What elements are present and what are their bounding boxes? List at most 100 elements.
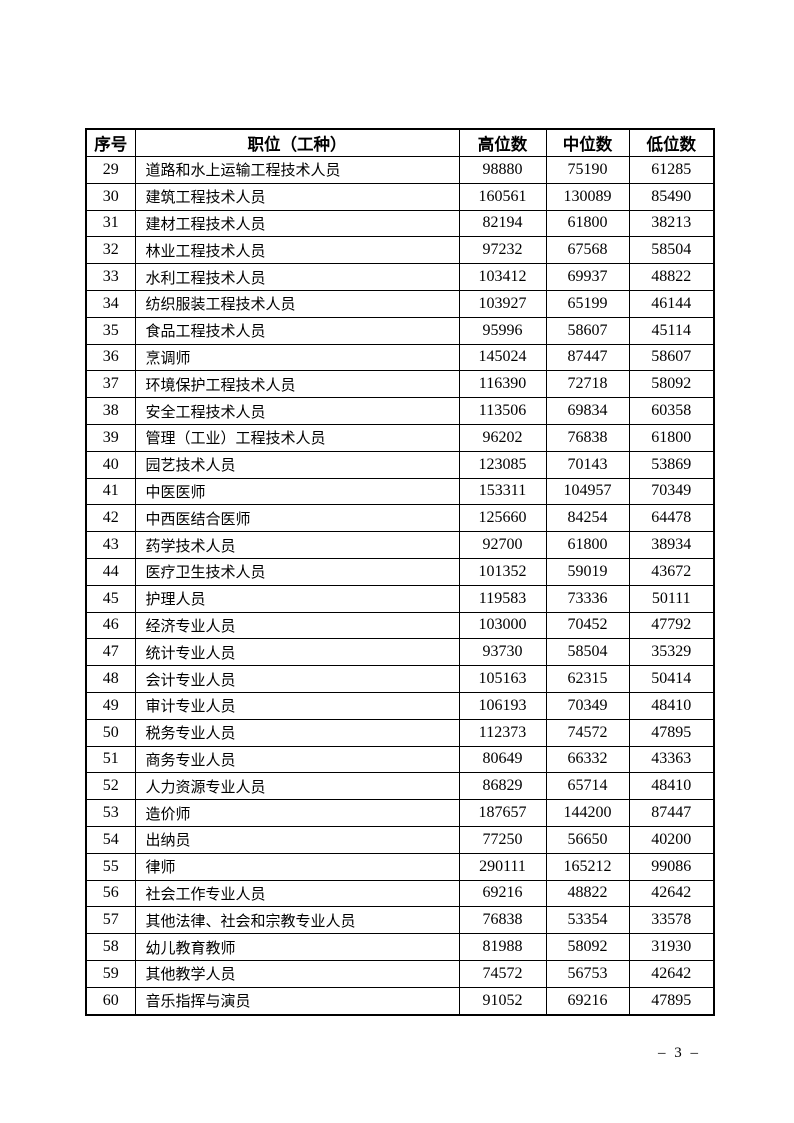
high-value-cell: 77250 — [458, 825, 547, 854]
position-cell: 统计专业人员 — [134, 638, 460, 667]
position-cell: 护理人员 — [134, 584, 460, 613]
median-value-cell: 66332 — [545, 745, 630, 774]
position-cell: 幼儿教育教师 — [134, 933, 460, 961]
high-value-cell: 96202 — [458, 423, 547, 452]
median-value-cell: 165212 — [545, 852, 630, 881]
row-index-cell: 34 — [85, 289, 136, 318]
low-value-cell: 61800 — [628, 423, 715, 452]
median-value-cell: 53354 — [545, 906, 630, 935]
table-row: 60 音乐指挥与演员 91052 69216 47895 — [85, 986, 715, 1016]
table-row: 41 中医医师 153311 104957 70349 — [85, 477, 715, 506]
low-value-cell: 35329 — [628, 638, 715, 667]
table-row: 53 造价师 187657 144200 87447 — [85, 799, 715, 827]
high-value-cell: 105163 — [458, 665, 547, 693]
table-row: 30 建筑工程技术人员 160561 130089 85490 — [85, 182, 715, 211]
median-value-cell: 59019 — [545, 557, 630, 586]
position-cell: 建筑工程技术人员 — [134, 182, 460, 211]
high-value-cell: 123085 — [458, 450, 547, 479]
row-index-cell: 32 — [85, 236, 136, 265]
table-row: 42 中西医结合医师 125660 84254 64478 — [85, 504, 715, 533]
high-value-cell: 103927 — [458, 289, 547, 318]
high-value-cell: 153311 — [458, 477, 547, 506]
row-index-cell: 30 — [85, 182, 136, 211]
row-index-cell: 59 — [85, 959, 136, 988]
high-value-cell: 98880 — [458, 156, 547, 184]
row-index-cell: 54 — [85, 825, 136, 854]
position-cell: 中医医师 — [134, 477, 460, 506]
low-value-cell: 58607 — [628, 343, 715, 372]
high-value-cell: 80649 — [458, 745, 547, 774]
row-index-cell: 48 — [85, 665, 136, 693]
low-value-cell: 40200 — [628, 825, 715, 854]
table-row: 52 人力资源专业人员 86829 65714 48410 — [85, 772, 715, 801]
median-value-cell: 69216 — [545, 986, 630, 1016]
low-value-cell: 48410 — [628, 691, 715, 720]
low-value-cell: 43672 — [628, 557, 715, 586]
table-row: 49 审计专业人员 106193 70349 48410 — [85, 691, 715, 720]
position-cell: 烹调师 — [134, 343, 460, 372]
table-row: 34 纺织服装工程技术人员 103927 65199 46144 — [85, 289, 715, 318]
low-value-cell: 58504 — [628, 236, 715, 265]
row-index-cell: 51 — [85, 745, 136, 774]
low-value-cell: 48410 — [628, 772, 715, 801]
median-value-cell: 75190 — [545, 156, 630, 184]
row-index-cell: 53 — [85, 799, 136, 827]
low-value-cell: 46144 — [628, 289, 715, 318]
median-value-cell: 61800 — [545, 531, 630, 559]
table-row: 57 其他法律、社会和宗教专业人员 76838 53354 33578 — [85, 906, 715, 935]
table-row: 59 其他教学人员 74572 56753 42642 — [85, 959, 715, 988]
row-index-cell: 49 — [85, 691, 136, 720]
low-value-cell: 50111 — [628, 584, 715, 613]
median-value-cell: 73336 — [545, 584, 630, 613]
row-index-cell: 42 — [85, 504, 136, 533]
median-value-cell: 67568 — [545, 236, 630, 265]
median-value-cell: 58092 — [545, 933, 630, 961]
position-cell: 律师 — [134, 852, 460, 881]
table-row: 32 林业工程技术人员 97232 67568 58504 — [85, 236, 715, 265]
table-row: 44 医疗卫生技术人员 101352 59019 43672 — [85, 557, 715, 586]
high-value-cell: 82194 — [458, 209, 547, 238]
high-value-cell: 92700 — [458, 531, 547, 559]
row-index-cell: 55 — [85, 852, 136, 881]
low-value-cell: 53869 — [628, 450, 715, 479]
table-row: 29 道路和水上运输工程技术人员 98880 75190 61285 — [85, 156, 715, 184]
row-index-cell: 37 — [85, 370, 136, 399]
low-value-cell: 31930 — [628, 933, 715, 961]
position-cell: 药学技术人员 — [134, 531, 460, 559]
low-value-cell: 50414 — [628, 665, 715, 693]
position-cell: 经济专业人员 — [134, 611, 460, 640]
position-cell: 会计专业人员 — [134, 665, 460, 693]
high-value-cell: 119583 — [458, 584, 547, 613]
high-value-cell: 95996 — [458, 316, 547, 345]
low-value-cell: 99086 — [628, 852, 715, 881]
table-row: 48 会计专业人员 105163 62315 50414 — [85, 665, 715, 693]
high-value-cell: 113506 — [458, 397, 547, 425]
position-cell: 建材工程技术人员 — [134, 209, 460, 238]
high-value-cell: 106193 — [458, 691, 547, 720]
table-header-row: 序号 职位（工种） 高位数 中位数 低位数 — [85, 128, 715, 157]
position-cell: 审计专业人员 — [134, 691, 460, 720]
column-header-low: 低位数 — [628, 128, 715, 157]
low-value-cell: 47895 — [628, 986, 715, 1016]
low-value-cell: 33578 — [628, 906, 715, 935]
row-index-cell: 40 — [85, 450, 136, 479]
low-value-cell: 47792 — [628, 611, 715, 640]
row-index-cell: 46 — [85, 611, 136, 640]
median-value-cell: 70452 — [545, 611, 630, 640]
low-value-cell: 60358 — [628, 397, 715, 425]
salary-table: 序号 职位（工种） 高位数 中位数 低位数 29 道路和水上运输工程技术人员 988… — [85, 128, 715, 1016]
table-row: 33 水利工程技术人员 103412 69937 48822 — [85, 263, 715, 291]
position-cell: 其他法律、社会和宗教专业人员 — [134, 906, 460, 935]
median-value-cell: 56650 — [545, 825, 630, 854]
row-index-cell: 47 — [85, 638, 136, 667]
high-value-cell: 81988 — [458, 933, 547, 961]
median-value-cell: 104957 — [545, 477, 630, 506]
row-index-cell: 43 — [85, 531, 136, 559]
low-value-cell: 70349 — [628, 477, 715, 506]
position-cell: 道路和水上运输工程技术人员 — [134, 156, 460, 184]
median-value-cell: 70349 — [545, 691, 630, 720]
high-value-cell: 145024 — [458, 343, 547, 372]
position-cell: 音乐指挥与演员 — [134, 986, 460, 1016]
high-value-cell: 76838 — [458, 906, 547, 935]
high-value-cell: 160561 — [458, 182, 547, 211]
